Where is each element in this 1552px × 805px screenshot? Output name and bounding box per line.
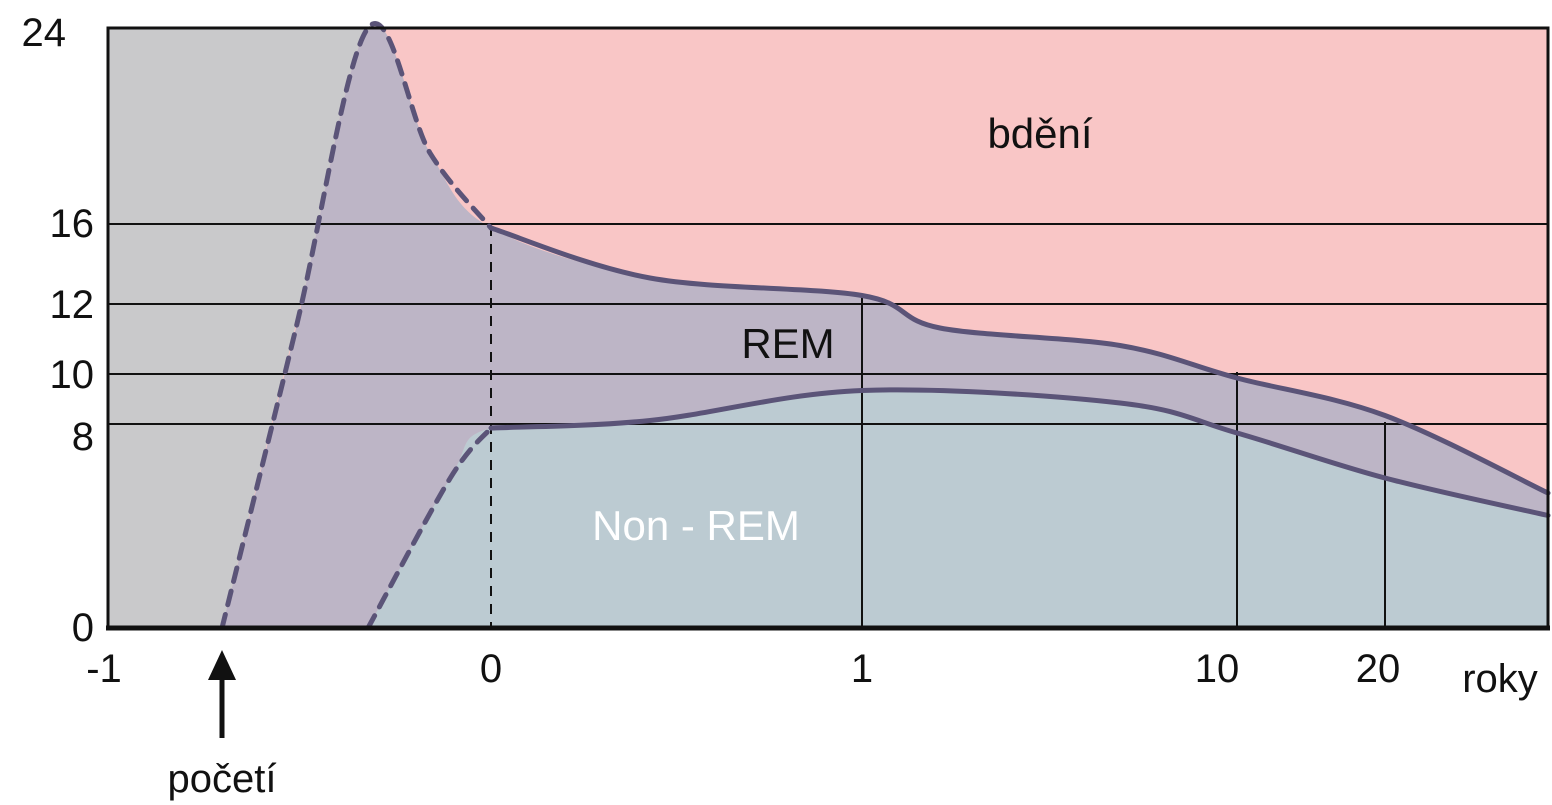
nrem-line	[488, 387, 1551, 518]
x-tick-labels: -1 0 1 10 20	[86, 647, 1400, 691]
y-tick-8: 8	[72, 415, 94, 459]
x-tick-1: 1	[851, 647, 873, 691]
x-tick-20: 20	[1356, 647, 1401, 691]
y-tick-12: 12	[50, 283, 95, 327]
plot-area	[108, 23, 1548, 629]
x-tick-10: 10	[1195, 647, 1240, 691]
nrem-area	[368, 389, 1548, 628]
region-label-wake: bdění	[987, 110, 1092, 157]
y-tick-24: 24	[22, 11, 67, 55]
total-sleep-line-prenatal	[219, 21, 494, 631]
x-tick-minus1: -1	[86, 647, 122, 691]
y-tick-10: 10	[50, 353, 95, 397]
series-lines	[219, 21, 1551, 631]
nrem-line-prenatal	[365, 425, 494, 631]
rem-area	[222, 23, 1548, 629]
region-label-rem: REM	[741, 320, 834, 367]
y-tick-0: 0	[72, 606, 94, 650]
region-label-nrem: Non - REM	[592, 502, 800, 549]
x-tick-0: 0	[480, 647, 502, 691]
x-axis-label: roky	[1462, 657, 1538, 701]
conception-label: početí	[168, 757, 277, 801]
grid-lines	[108, 223, 1548, 425]
conception-arrow-icon	[208, 650, 236, 738]
y-tick-labels: 24 16 12 10 8 0	[22, 11, 95, 650]
total-sleep-line	[488, 225, 1551, 496]
y-tick-16: 16	[50, 202, 95, 246]
wake-area	[222, 23, 1548, 629]
